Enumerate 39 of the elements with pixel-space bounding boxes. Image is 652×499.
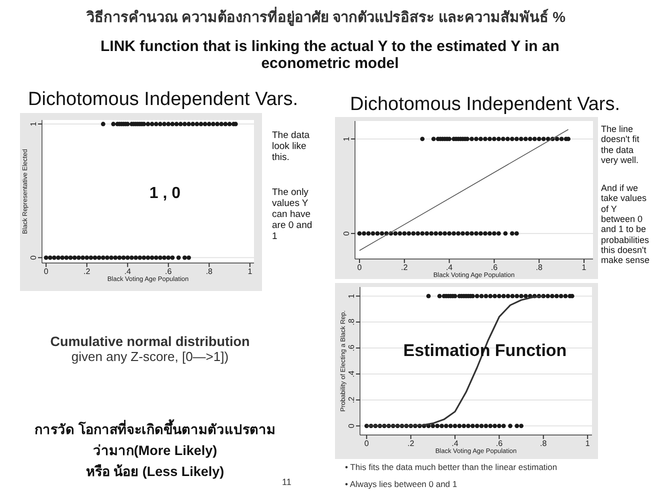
x-tick-label: .6	[496, 439, 504, 448]
text: 11	[282, 477, 292, 488]
text: And if we take values of Y between 0 and 1 to be probabilities this doesn't make sense	[601, 183, 651, 266]
y-tick-label: 1	[347, 293, 356, 298]
text: ว่ามาก(More Likely)	[92, 443, 218, 459]
text: The data look like this.	[272, 130, 310, 164]
chart-title: Dichotomous Independent Vars.	[28, 89, 298, 111]
x-tick-label: .2	[84, 267, 91, 276]
x-tick-label: .6	[165, 267, 172, 276]
text: The line doesn't fit the data very well.	[601, 124, 640, 166]
x-tick-label: 1	[585, 439, 590, 448]
x-tick-label: .6	[490, 263, 498, 272]
x-tick-label: 1	[582, 263, 587, 272]
x-tick-label: .4	[452, 439, 459, 448]
text: LINK function that is linking the actual Y to the estimated Y in an econometric model	[100, 38, 560, 72]
x-tick-label: 1	[248, 267, 253, 276]
x-tick-label: .8	[540, 439, 548, 448]
chart-title: Dichotomous Independent Vars.	[350, 94, 620, 116]
text: given any Z-score, [0—>1])	[70, 349, 230, 365]
x-tick-label: .4	[446, 263, 454, 272]
y-tick-label: .8	[347, 318, 356, 326]
x-tick-label: 0	[44, 267, 49, 276]
x-tick-label: 0	[364, 439, 370, 448]
y-tick-label: .6	[347, 344, 356, 352]
x-tick-label: .2	[407, 439, 415, 448]
y-tick-label: .4	[347, 370, 356, 378]
text: • This fits the data much better than the linear estimation	[345, 462, 558, 473]
x-tick-label: 0	[357, 263, 362, 272]
x-tick-label: .2	[401, 263, 408, 272]
text: หรือ น้อย (Less Likely)	[86, 464, 224, 479]
x-tick-label: .8	[536, 263, 543, 272]
x-tick-label: .4	[124, 267, 132, 276]
y-tick-label: 0	[347, 423, 356, 428]
y-tick-label: .2	[347, 396, 356, 404]
x-tick-label: .8	[206, 267, 214, 276]
text: The only values Y can have are 0 and 1	[272, 187, 314, 243]
text: Cumulative normal distribution	[49, 334, 251, 350]
text: • Always lies between 0 and 1	[345, 479, 458, 490]
annotation: 1 , 0	[148, 185, 182, 204]
